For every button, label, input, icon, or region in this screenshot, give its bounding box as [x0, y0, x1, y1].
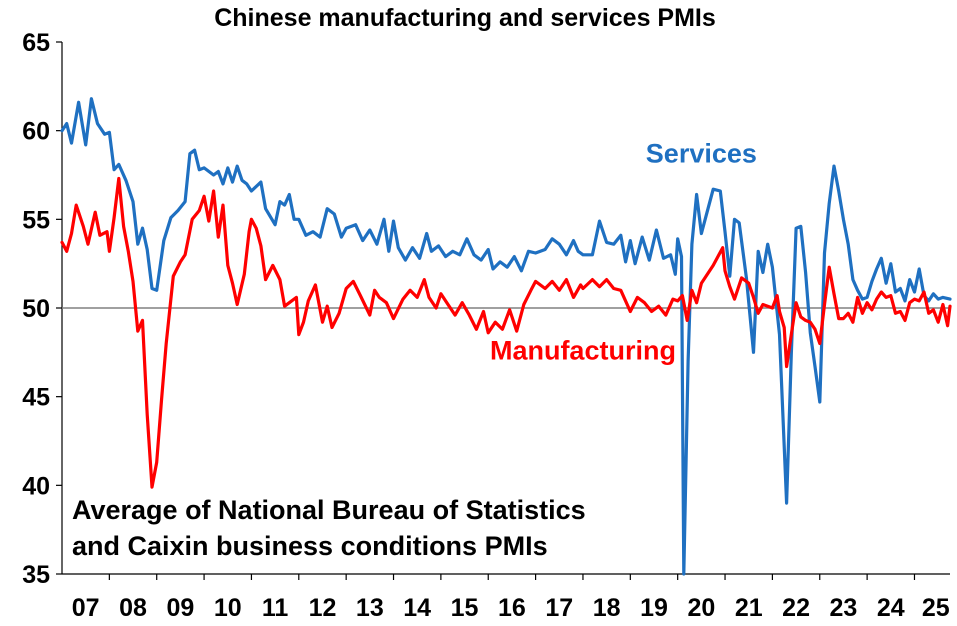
x-tick-label: 25: [922, 594, 950, 622]
x-tick-label: 11: [262, 594, 289, 622]
y-tick-label: 45: [22, 384, 50, 412]
y-tick-label: 40: [22, 472, 50, 500]
y-tick-label: 55: [22, 206, 50, 234]
y-tick-label: 60: [22, 118, 50, 146]
x-tick-label: 15: [451, 594, 479, 622]
services-series-label: Services: [646, 139, 757, 169]
x-tick-label: 09: [166, 594, 194, 622]
x-tick-label: 21: [735, 594, 763, 622]
services-series-line: [60, 97, 952, 576]
annotation-line-1: Average of National Bureau of Statistics: [72, 495, 586, 525]
manufacturing-series-line: [60, 176, 952, 489]
x-tick-label: 14: [403, 594, 431, 622]
y-tick-label: 65: [22, 29, 50, 57]
x-tick-label: 10: [214, 594, 242, 622]
chart-title: Chinese manufacturing and services PMIs: [214, 4, 716, 32]
y-tick-label: 35: [22, 561, 50, 589]
x-tick-label: 22: [782, 594, 810, 622]
x-tick-label: 12: [309, 594, 337, 622]
x-tick-label: 16: [498, 594, 526, 622]
x-tick-label: 19: [640, 594, 668, 622]
x-tick-label: 18: [593, 594, 621, 622]
x-tick-label: 24: [877, 594, 905, 622]
y-tick-label: 50: [22, 295, 50, 323]
x-tick-label: 08: [119, 594, 147, 622]
x-tick-label: 23: [830, 594, 858, 622]
x-tick-label: 07: [72, 594, 100, 622]
plot-area: 35 40 45 50 55 60 65 07 08 09 10 11 12 13 14 15 16 17 18 19…: [22, 29, 952, 622]
x-tick-label: 13: [356, 594, 384, 622]
x-tick-label: 20: [687, 594, 715, 622]
manufacturing-series-label: Manufacturing: [490, 335, 676, 365]
x-tick-label: 17: [545, 594, 573, 622]
annotation-line-2: and Caixin business conditions PMIs: [72, 531, 548, 561]
